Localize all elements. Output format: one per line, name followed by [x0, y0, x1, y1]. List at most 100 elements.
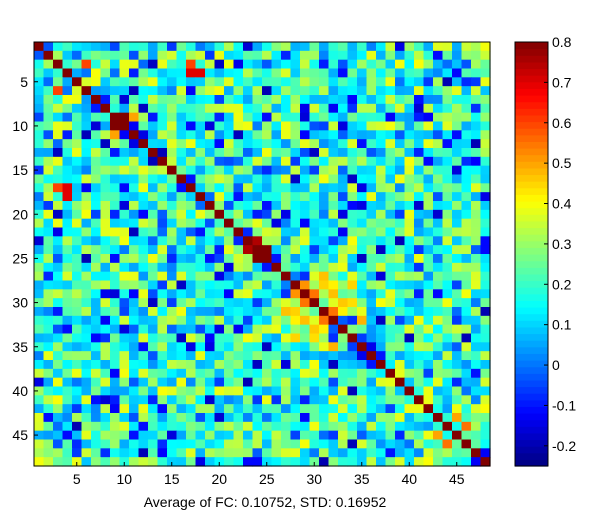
- heatmap-cell: [233, 324, 244, 335]
- heatmap-cell: [404, 448, 415, 458]
- heatmap-cell: [100, 324, 111, 335]
- heatmap-cell: [328, 360, 339, 370]
- heatmap-cell: [214, 333, 225, 343]
- heatmap-cell: [43, 236, 54, 246]
- heatmap-cell: [338, 457, 349, 467]
- heatmap-cell: [281, 121, 292, 131]
- heatmap-cell: [300, 430, 311, 441]
- heatmap-cell: [471, 121, 482, 131]
- heatmap-cell: [480, 236, 491, 246]
- heatmap-cell: [442, 430, 453, 441]
- heatmap-cell: [62, 174, 73, 184]
- heatmap-cell: [366, 236, 377, 246]
- heatmap-cell: [414, 227, 425, 237]
- heatmap-cell: [442, 245, 453, 255]
- heatmap-cell: [281, 448, 292, 458]
- heatmap-cell: [366, 139, 377, 149]
- heatmap-cell: [81, 86, 92, 96]
- heatmap-cell: [300, 50, 311, 61]
- heatmap-cell: [53, 156, 64, 167]
- heatmap-cell: [205, 139, 216, 149]
- heatmap-cell: [205, 324, 216, 335]
- heatmap-cell: [119, 201, 130, 211]
- heatmap-cell: [300, 315, 311, 326]
- heatmap-cell: [43, 342, 54, 352]
- heatmap-cell: [129, 430, 140, 441]
- heatmap-cell: [347, 324, 358, 335]
- heatmap-cell: [214, 218, 225, 229]
- heatmap-cell: [385, 386, 396, 396]
- heatmap-cell: [366, 386, 377, 396]
- heatmap-cell: [328, 351, 339, 361]
- heatmap-cell: [34, 360, 45, 370]
- heatmap-cell: [433, 139, 444, 149]
- heatmap-cell: [148, 209, 159, 220]
- heatmap-cell: [366, 324, 377, 335]
- heatmap-cell: [148, 86, 159, 96]
- heatmap-cell: [376, 245, 387, 255]
- heatmap-cell: [404, 165, 415, 176]
- heatmap-cell: [271, 121, 282, 131]
- heatmap-cell: [357, 395, 368, 405]
- heatmap-cell: [148, 342, 159, 352]
- heatmap-cell: [281, 457, 292, 467]
- heatmap-cell: [62, 183, 73, 193]
- heatmap-cell: [119, 448, 130, 458]
- heatmap-cell: [186, 289, 197, 299]
- heatmap-cell: [224, 404, 235, 414]
- heatmap-cell: [167, 439, 178, 449]
- heatmap-cell: [442, 139, 453, 149]
- colorbar-segment: [515, 95, 548, 103]
- heatmap-cell: [404, 112, 415, 123]
- heatmap-cell: [72, 77, 83, 87]
- heatmap-cell: [129, 209, 140, 220]
- heatmap-cell: [62, 103, 73, 114]
- heatmap-cell: [423, 139, 434, 149]
- heatmap-cell: [62, 333, 73, 343]
- heatmap-cell: [404, 360, 415, 370]
- heatmap-cell: [471, 377, 482, 388]
- heatmap-cell: [300, 377, 311, 388]
- x-tick-label: 30: [306, 471, 322, 487]
- heatmap-cell: [461, 245, 472, 255]
- heatmap-cell: [53, 95, 64, 105]
- heatmap-cell: [423, 59, 434, 70]
- heatmap-cell: [385, 227, 396, 237]
- heatmap-cell: [252, 103, 263, 114]
- heatmap-cell: [34, 174, 45, 184]
- heatmap-cell: [433, 280, 444, 290]
- heatmap-cell: [404, 121, 415, 131]
- heatmap-cell: [442, 262, 453, 273]
- heatmap-cell: [480, 448, 491, 458]
- heatmap-cell: [300, 289, 311, 299]
- heatmap-cell: [262, 439, 273, 449]
- heatmap-cell: [262, 42, 273, 52]
- heatmap-cell: [366, 413, 377, 423]
- heatmap-cell: [328, 307, 339, 317]
- heatmap-cell: [480, 121, 491, 131]
- heatmap-cell: [385, 192, 396, 202]
- heatmap-cell: [357, 245, 368, 255]
- heatmap-cell: [91, 227, 102, 237]
- heatmap-cell: [309, 192, 320, 202]
- heatmap-cell: [366, 165, 377, 176]
- heatmap-cell: [176, 351, 187, 361]
- heatmap-cell: [176, 201, 187, 211]
- heatmap-cell: [357, 201, 368, 211]
- heatmap-cell: [186, 315, 197, 326]
- heatmap-cell: [176, 42, 187, 52]
- heatmap-cell: [357, 130, 368, 140]
- heatmap-cell: [366, 421, 377, 432]
- heatmap-cell: [366, 333, 377, 343]
- heatmap-cell: [414, 395, 425, 405]
- heatmap-cell: [480, 254, 491, 264]
- heatmap-cell: [262, 112, 273, 123]
- colorbar-segment: [515, 287, 548, 295]
- heatmap-cell: [119, 42, 130, 52]
- heatmap-cell: [319, 68, 330, 78]
- heatmap-cell: [262, 413, 273, 423]
- heatmap-cell: [300, 103, 311, 114]
- heatmap-cell: [138, 165, 149, 176]
- heatmap-cell: [119, 77, 130, 87]
- heatmap-cell: [243, 42, 254, 52]
